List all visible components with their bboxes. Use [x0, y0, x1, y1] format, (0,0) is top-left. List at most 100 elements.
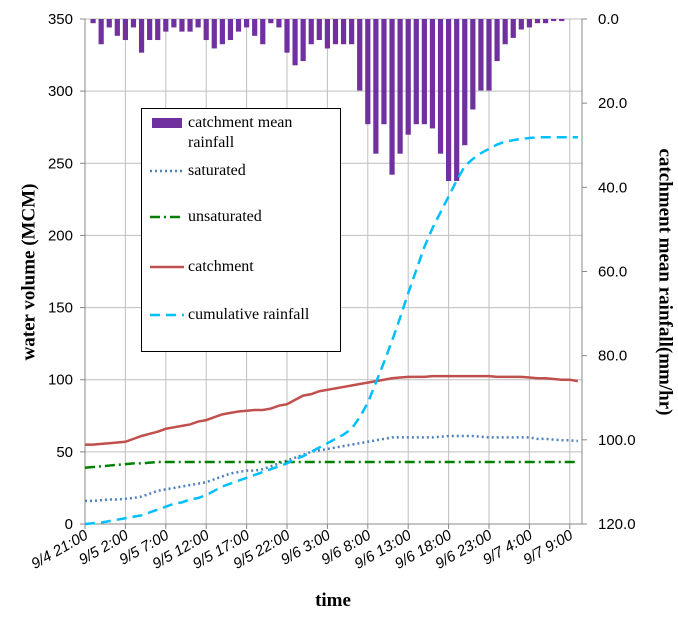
bar	[486, 19, 492, 91]
y-tick-label: 200	[48, 227, 73, 244]
bar	[122, 19, 128, 41]
legend-label: catchment mean rainfall	[188, 114, 293, 151]
bar	[446, 19, 452, 182]
bar	[171, 19, 177, 28]
y2-tick-label: 80.0	[598, 348, 627, 365]
bar	[292, 19, 298, 66]
bar	[235, 19, 242, 32]
bar	[155, 19, 161, 41]
bar	[332, 19, 339, 45]
legend-item: cumulative rainfall	[150, 305, 336, 325]
bar	[413, 19, 419, 125]
bar	[437, 19, 444, 154]
legend-swatch	[150, 313, 184, 317]
bar	[470, 19, 476, 110]
bar	[147, 19, 153, 41]
bar	[559, 19, 565, 22]
bar	[163, 19, 169, 32]
bar	[494, 19, 500, 62]
legend-swatch	[152, 118, 182, 128]
legend-swatch	[150, 215, 184, 219]
line-series	[84, 460, 578, 469]
legend-bar	[152, 118, 182, 128]
y-tick-label: 250	[48, 155, 73, 172]
bar	[284, 19, 290, 53]
bar	[462, 19, 468, 146]
bar	[324, 19, 330, 49]
legend-item: catchment mean rainfall	[150, 113, 336, 153]
bar	[260, 19, 266, 45]
bar	[534, 19, 541, 24]
legend-swatch	[150, 265, 184, 269]
legend-label: unsaturated	[188, 208, 262, 225]
x-axis-title: time	[315, 590, 351, 611]
line-series	[84, 136, 578, 526]
bar	[454, 19, 460, 182]
bar	[365, 19, 371, 125]
bar	[98, 19, 104, 45]
legend-item: saturated	[150, 161, 336, 181]
bar	[227, 19, 234, 41]
y2-tick-label: 40.0	[598, 179, 627, 196]
bar	[114, 19, 120, 36]
bar	[381, 19, 387, 125]
y2-tick-label: 120.0	[598, 516, 636, 533]
bar	[90, 19, 96, 24]
bar	[405, 19, 411, 135]
bar	[349, 19, 355, 45]
y2-tick-label: 20.0	[598, 95, 627, 112]
bar	[542, 19, 549, 24]
bar	[138, 19, 145, 53]
legend-swatch	[150, 169, 184, 173]
line-series	[85, 434, 578, 503]
y-tick-label: 350	[48, 11, 73, 28]
bar	[106, 19, 112, 28]
bar	[276, 19, 282, 28]
legend-item: unsaturated	[150, 207, 336, 227]
y2-tick-label: 0.0	[598, 11, 619, 28]
bar	[421, 19, 427, 125]
bar	[130, 19, 137, 28]
bar	[300, 19, 306, 62]
bar	[195, 19, 201, 28]
bar	[219, 19, 225, 45]
y-tick-label: 0	[65, 516, 73, 533]
y2-axis-title: catchment mean rainfall(mm/hr)	[655, 149, 676, 416]
bar	[478, 19, 484, 91]
y-tick-label: 300	[48, 83, 73, 100]
y-tick-label: 100	[48, 372, 73, 389]
bar	[211, 19, 217, 49]
bar	[429, 19, 436, 129]
bar	[502, 19, 508, 45]
bar	[518, 19, 524, 30]
bar	[357, 19, 363, 91]
legend-item: catchment	[150, 257, 336, 277]
bar	[244, 19, 250, 28]
bar	[203, 19, 209, 41]
legend-label: saturated	[188, 162, 246, 179]
bar	[187, 19, 193, 32]
bar	[397, 19, 403, 154]
bar	[340, 19, 347, 45]
bar	[526, 19, 532, 28]
y-axis-title: water volume (MCM)	[18, 184, 39, 361]
bar	[316, 19, 322, 41]
y2-tick-label: 100.0	[598, 432, 636, 449]
y2-tick-label: 60.0	[598, 264, 627, 281]
legend: catchment mean rainfall saturated unsatura…	[141, 108, 341, 352]
y-tick-label: 50	[56, 444, 73, 461]
y-tick-label: 150	[48, 300, 73, 317]
bar	[373, 19, 379, 154]
bar	[252, 19, 258, 36]
legend-label: cumulative rainfall	[188, 306, 310, 323]
bar	[308, 19, 314, 45]
bar	[551, 19, 557, 22]
bar	[179, 19, 185, 32]
bar	[510, 19, 516, 38]
legend-label: catchment	[188, 258, 254, 275]
line-series	[85, 374, 579, 446]
bar	[268, 19, 274, 24]
bar	[389, 19, 395, 175]
